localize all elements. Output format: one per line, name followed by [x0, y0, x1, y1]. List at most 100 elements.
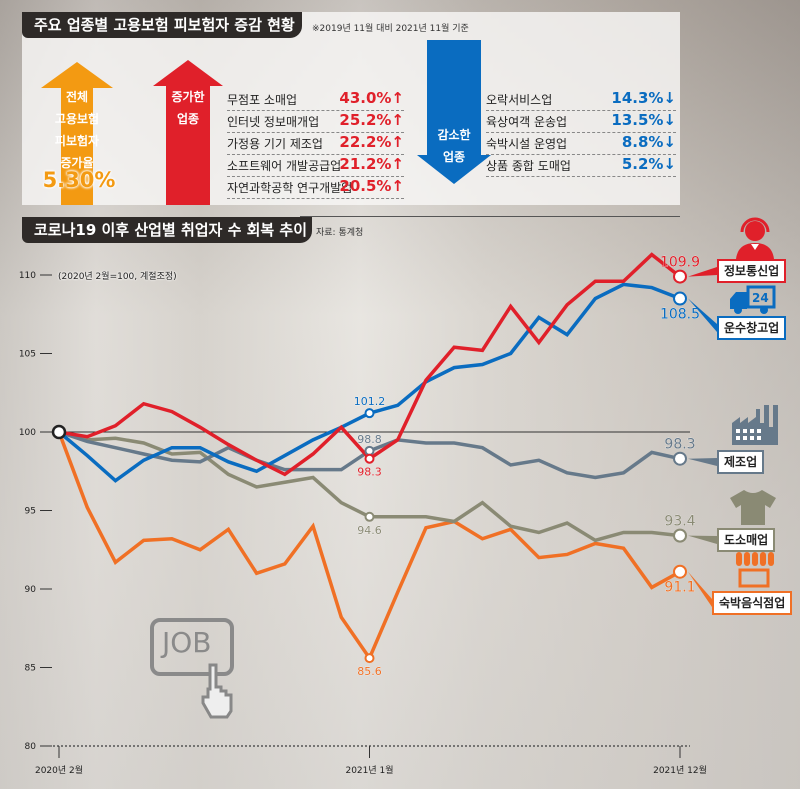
legend-tag-정보통신업: 정보통신업 — [717, 259, 787, 283]
change-rate: 8.8%↓ — [621, 133, 676, 151]
legend-tag-숙박음식점업: 숙박음식점업 — [712, 591, 793, 615]
list-item: 가정용 기기 제조업 22.2%↑ — [227, 133, 404, 155]
y-tick-label: 85 — [25, 664, 36, 674]
decrease-label-line: 업종 — [442, 150, 466, 164]
up-arrow-icon — [41, 62, 113, 205]
section2-title: 코로나19 이후 산업별 취업자 수 회복 추이 — [22, 217, 312, 243]
x-tick-label: 2021년 1월 — [345, 764, 393, 776]
data-label: 93.4 — [664, 514, 695, 530]
start-point — [51, 424, 67, 440]
increase-label-line: 증가한 — [171, 90, 205, 104]
industry-name: 무점포 소매업 — [227, 93, 298, 107]
x-tick-label: 2020년 2월 — [35, 764, 83, 776]
y-tick-label: 100 — [19, 428, 36, 438]
legend-connector — [688, 535, 717, 544]
up-arrow-icon — [153, 60, 223, 205]
highlight-point — [673, 269, 687, 284]
down-arrow-icon — [417, 40, 491, 184]
legend-tag-도소매업: 도소매업 — [717, 528, 776, 552]
data-label: 108.5 — [660, 307, 700, 323]
total-label-line: 증가율 — [60, 156, 94, 170]
section-divider — [300, 216, 680, 217]
data-label: 98.3 — [357, 466, 382, 479]
section1-title: 주요 업종별 고용보험 피보험자 증감 현황 — [22, 12, 302, 38]
storefront-icon — [736, 552, 774, 588]
change-rate: 5.2%↓ — [621, 155, 676, 173]
highlight-point — [364, 453, 375, 464]
data-label: 85.6 — [357, 665, 382, 678]
insurance-panel — [22, 12, 680, 205]
highlight-point — [673, 528, 687, 543]
legend-connector — [688, 267, 717, 277]
highlight-point — [673, 291, 687, 306]
increase-label-line: 업종 — [176, 112, 200, 126]
change-rate: 25.2%↑ — [339, 111, 404, 129]
total-rate-value: 5.30% — [42, 168, 116, 192]
highlight-point — [364, 445, 375, 456]
factory-icon — [732, 405, 778, 445]
legend-connector — [688, 298, 717, 332]
total-arrow: 전체 고용보험 피보험자 증가율 — [41, 62, 113, 205]
industry-name: 숙박시설 운영업 — [486, 137, 568, 151]
y-tick-label: 90 — [25, 585, 37, 595]
y-tick-label: 105 — [19, 350, 36, 360]
industry-name: 가정용 기기 제조업 — [227, 137, 323, 151]
data-label: 94.6 — [357, 524, 382, 537]
list-item: 오락서비스업 14.3%↓ — [486, 89, 676, 111]
change-rate: 43.0%↑ — [339, 89, 404, 107]
decrease-label-line: 감소한 — [437, 128, 471, 142]
tshirt-icon — [730, 490, 776, 525]
highlight-point — [673, 564, 687, 579]
industry-name: 소프트웨어 개발공급업 — [227, 159, 342, 173]
data-label: 91.1 — [664, 580, 695, 596]
highlight-point — [673, 451, 687, 466]
list-item: 상품 종합 도매업 5.2%↓ — [486, 155, 676, 177]
data-label: 98.8 — [357, 433, 382, 446]
change-rate: 20.5%↑ — [339, 177, 404, 195]
y-axis-note: (2020년 2월=100, 계절조정) — [58, 272, 177, 282]
legend-tag-운수창고업: 운수창고업 — [717, 316, 787, 340]
delivery-truck-icon: 24 — [730, 285, 776, 314]
change-rate: 21.2%↑ — [339, 155, 404, 173]
base-note: ※2019년 11월 대비 2021년 11월 기준 — [312, 24, 469, 34]
industry-name: 육상여객 운송업 — [486, 115, 568, 129]
total-label-line: 고용보험 — [54, 112, 100, 126]
headset-person-icon — [736, 217, 774, 259]
change-rate: 14.3%↓ — [611, 89, 676, 107]
list-item: 숙박시설 운영업 8.8%↓ — [486, 133, 676, 155]
job-click-icon: JOB — [150, 618, 240, 719]
industry-name: 상품 종합 도매업 — [486, 159, 571, 173]
legend-tag-제조업: 제조업 — [717, 450, 765, 474]
industry-name: 인터넷 정보매개업 — [227, 115, 320, 129]
change-rate: 22.2%↑ — [339, 133, 404, 151]
highlight-point — [364, 408, 375, 419]
y-tick-label: 80 — [25, 742, 37, 752]
change-rate: 13.5%↓ — [611, 111, 676, 129]
job-icon-text: JOB — [162, 626, 212, 659]
highlight-point — [364, 653, 375, 664]
list-item: 인터넷 정보매개업 25.2%↑ — [227, 111, 404, 133]
highlight-point — [364, 511, 375, 522]
total-label-line: 피보험자 — [54, 134, 100, 148]
decrease-arrow: 감소한 업종 — [417, 40, 491, 184]
list-item: 자연과학공학 연구개발업 20.5%↑ — [227, 177, 404, 199]
data-label: 101.2 — [354, 395, 386, 408]
legend-connector — [688, 571, 712, 607]
source-note: 자료: 통계청 — [316, 228, 364, 238]
list-item: 소프트웨어 개발공급업 21.2%↑ — [227, 155, 404, 177]
list-item: 육상여객 운송업 13.5%↓ — [486, 111, 676, 133]
list-item: 무점포 소매업 43.0%↑ — [227, 89, 404, 111]
data-label: 98.3 — [664, 437, 695, 453]
x-tick-label: 2021년 12월 — [653, 764, 707, 776]
total-label-line: 전체 — [65, 90, 89, 104]
legend-connector — [688, 458, 717, 466]
data-label: 109.9 — [660, 255, 700, 271]
y-tick-label: 110 — [19, 271, 36, 281]
y-tick-label: 95 — [25, 507, 36, 517]
industry-name: 자연과학공학 연구개발업 — [227, 181, 353, 195]
hand-cursor-icon — [201, 663, 233, 719]
svg-text:24: 24 — [752, 291, 769, 305]
increase-arrow: 증가한 업종 — [153, 60, 223, 205]
industry-name: 오락서비스업 — [486, 93, 553, 107]
